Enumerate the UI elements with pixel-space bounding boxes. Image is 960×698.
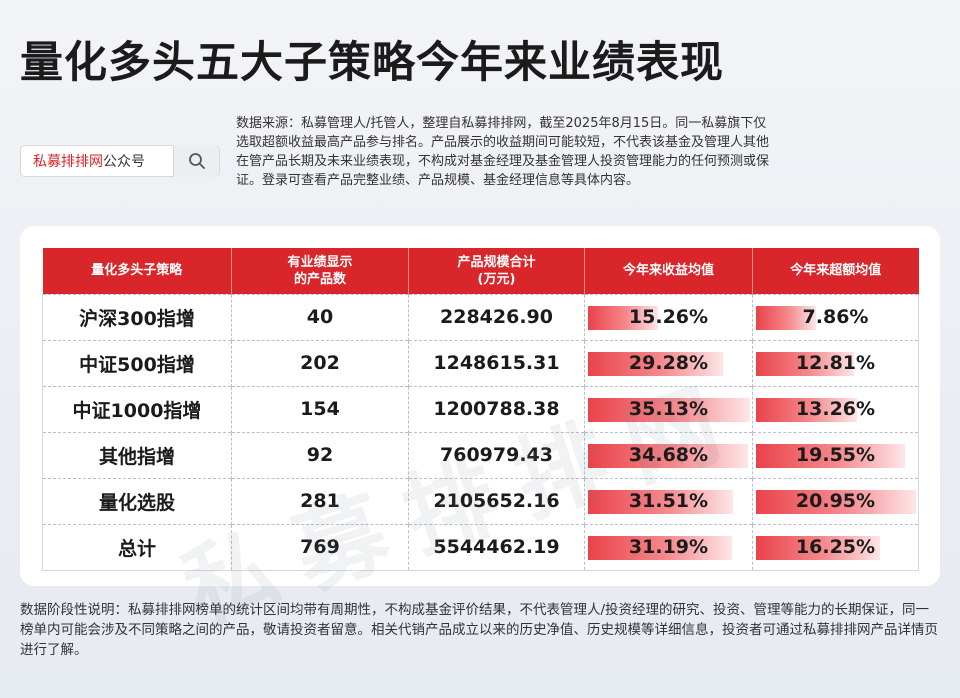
excess-cell-value: 19.55%: [795, 444, 876, 466]
header-text-line: 的产品数: [293, 271, 346, 287]
scale-cell: 1248615.31: [408, 339, 585, 386]
header-text-line: 今年来超额均值: [790, 263, 882, 279]
strategy-table: 量化多头子策略 有业绩显示 的产品数 产品规模合计 (万元) 今年来收益均值 今年来…: [42, 248, 919, 571]
table-row: 其他指增 92 760979.43 34.68% 19.55%: [42, 431, 919, 478]
return-cell-value: 35.13%: [628, 398, 709, 420]
table-row: 量化选股 281 2105652.16 31.51% 20.95%: [42, 477, 919, 524]
table-row: 中证1000指增 154 1200788.38 35.13% 13.26%: [42, 385, 919, 432]
table-row: 总计 769 5544462.19 31.19% 16.25%: [42, 523, 919, 571]
header-text-line: 量化多头子策略: [91, 263, 183, 279]
excess-cell-value: 7.86%: [802, 306, 869, 328]
excess-cell-value: 16.25%: [795, 536, 876, 558]
excess-cell: 7.86%: [752, 293, 919, 340]
excess-cell: 20.95%: [752, 477, 919, 524]
count-cell: 154: [231, 385, 409, 432]
strategy-cell: 中证500指增: [42, 339, 232, 386]
data-source-note: 数据来源：私募管理人/托管人，整理自私募排排网，截至2025年8月15日。同一私…: [236, 116, 770, 188]
return-cell-bar: [588, 305, 658, 330]
search-button[interactable]: [173, 145, 219, 177]
search-box[interactable]: 私募排排网公众号: [20, 145, 220, 177]
count-cell: 769: [231, 523, 409, 571]
excess-cell-bar: [756, 305, 816, 330]
search-icon: [188, 153, 205, 169]
return-cell-bar: [588, 535, 732, 560]
count-cell: 202: [231, 339, 409, 386]
excess-cell: 13.26%: [752, 385, 919, 432]
strategy-cell: 总计: [42, 523, 232, 571]
excess-cell-bar: [756, 397, 857, 422]
scale-cell: 2105652.16: [408, 477, 585, 524]
scale-cell: 1200788.38: [408, 385, 585, 432]
scale-cell: 760979.43: [408, 431, 585, 478]
return-cell-value: 31.19%: [628, 536, 709, 558]
strategy-cell: 沪深300指增: [42, 293, 232, 340]
scale-cell: 228426.90: [408, 293, 585, 340]
return-cell: 31.19%: [584, 523, 753, 571]
header-text-line: 有业绩显示: [287, 254, 353, 270]
return-cell-bar: [588, 351, 723, 376]
excess-cell: 16.25%: [752, 523, 919, 571]
excess-cell-value: 12.81%: [795, 352, 876, 374]
count-cell: 92: [231, 431, 409, 478]
return-cell: 15.26%: [584, 293, 753, 340]
return-cell-bar: [588, 397, 750, 422]
excess-cell-bar: [756, 489, 916, 514]
strategy-cell: 量化选股: [42, 477, 232, 524]
table-header-row: 量化多头子策略 有业绩显示 的产品数 产品规模合计 (万元) 今年来收益均值 今年来…: [42, 248, 919, 294]
header-excess: 今年来超额均值: [752, 248, 919, 294]
header-count: 有业绩显示 的产品数: [231, 248, 409, 294]
header-text-line: 今年来收益均值: [622, 263, 714, 279]
excess-cell-value: 13.26%: [795, 398, 876, 420]
table-row: 中证500指增 202 1248615.31 29.28% 12.81%: [42, 339, 919, 386]
count-cell: 281: [231, 477, 409, 524]
excess-cell-bar: [756, 351, 854, 376]
return-cell: 31.51%: [584, 477, 753, 524]
table-row: 沪深300指增 40 228426.90 15.26% 7.86%: [42, 293, 919, 340]
excess-cell-value: 20.95%: [795, 490, 876, 512]
footnote: 数据阶段性说明：私募排排网榜单的统计区间均带有周期性，不构成基金评价结果，不代表…: [20, 602, 938, 658]
search-suffix: 公众号: [103, 154, 145, 170]
excess-cell: 12.81%: [752, 339, 919, 386]
page-title: 量化多头五大子策略今年来业绩表现: [20, 38, 724, 88]
return-cell-value: 34.68%: [628, 444, 709, 466]
excess-cell-bar: [756, 535, 880, 560]
excess-cell: 19.55%: [752, 431, 919, 478]
return-cell-bar: [588, 489, 733, 514]
header-text-line: (万元): [477, 271, 516, 287]
header-strategy: 量化多头子策略: [42, 248, 232, 294]
table-body: 沪深300指增 40 228426.90 15.26% 7.86% 中证500指增 202 1…: [42, 293, 919, 571]
search-label: 私募排排网公众号: [21, 151, 173, 171]
return-cell: 35.13%: [584, 385, 753, 432]
search-brand: 私募排排网: [33, 154, 103, 170]
return-cell-value: 15.26%: [628, 306, 709, 328]
header-return: 今年来收益均值: [584, 248, 753, 294]
count-cell: 40: [231, 293, 409, 340]
return-cell: 29.28%: [584, 339, 753, 386]
excess-cell-bar: [756, 443, 905, 468]
header-scale: 产品规模合计 (万元): [408, 248, 585, 294]
header-text-line: 产品规模合计: [457, 254, 536, 270]
return-cell-bar: [588, 443, 748, 468]
strategy-cell: 其他指增: [42, 431, 232, 478]
return-cell: 34.68%: [584, 431, 753, 478]
return-cell-value: 29.28%: [628, 352, 709, 374]
strategy-cell: 中证1000指增: [42, 385, 232, 432]
scale-cell: 5544462.19: [408, 523, 585, 571]
return-cell-value: 31.51%: [628, 490, 709, 512]
